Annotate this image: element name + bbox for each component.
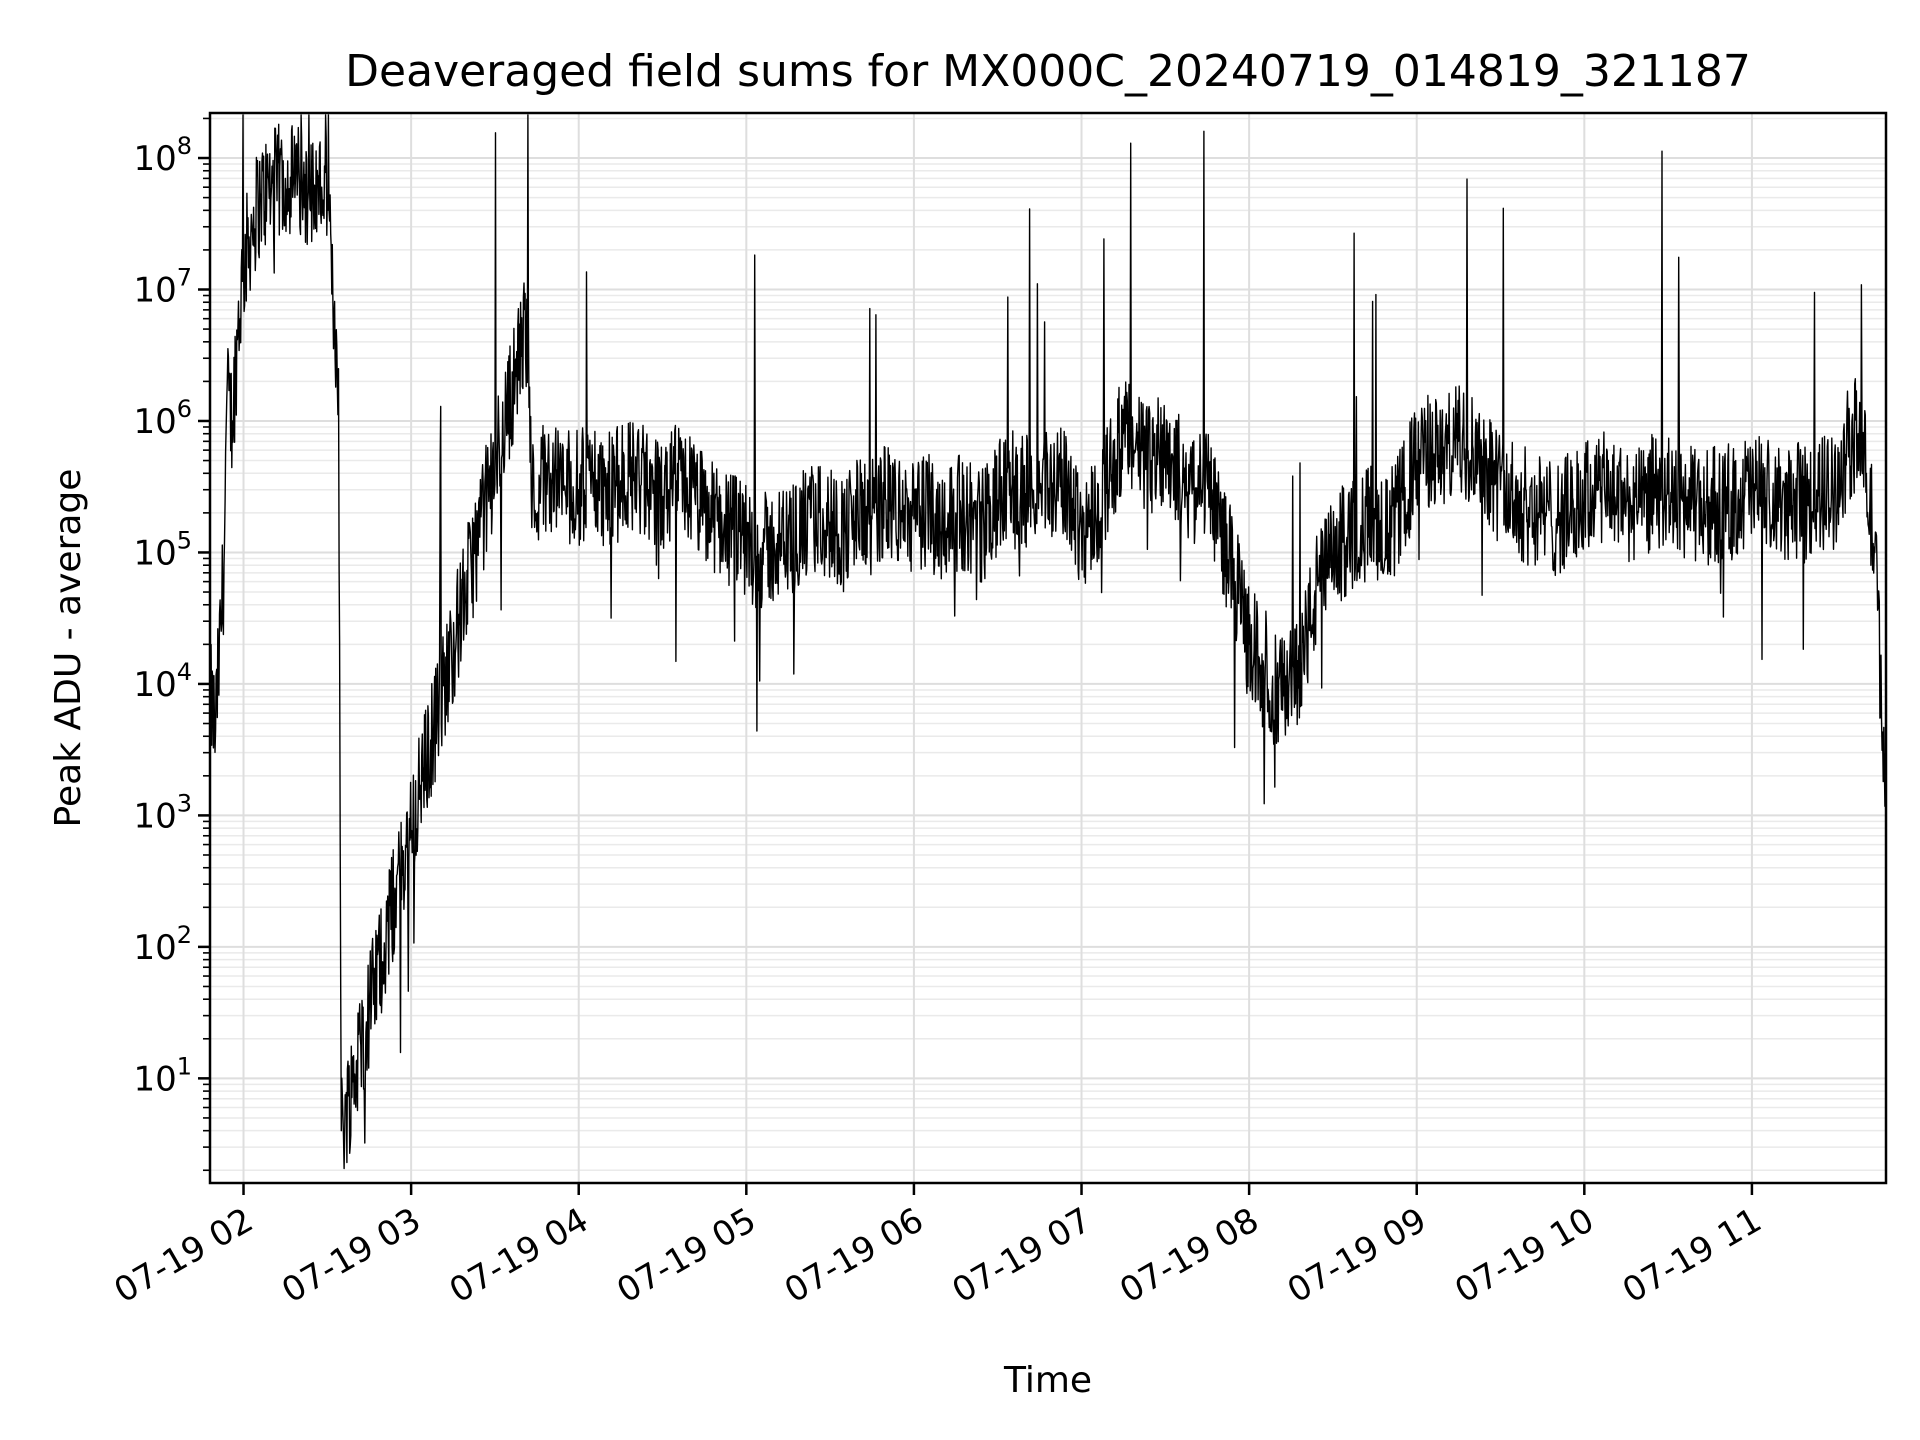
y-tick-label: 108: [133, 132, 192, 179]
y-tick-label: 107: [133, 263, 192, 310]
y-tick-label: 101: [133, 1052, 192, 1099]
y-tick-label: 105: [133, 526, 192, 573]
y-tick-exponent: 4: [177, 658, 192, 686]
x-tick-label: 07-19 10: [1448, 1200, 1600, 1311]
y-tick-exponent: 7: [177, 263, 192, 291]
chart-title: Deaveraged field sums for MX000C_2024071…: [345, 46, 1751, 97]
series-line: [209, 114, 1887, 1170]
grid: [210, 113, 1886, 1183]
y-tick-label: 104: [133, 658, 192, 705]
y-tick-exponent: 1: [177, 1052, 192, 1080]
y-tick-label: 103: [133, 789, 192, 836]
x-axis-label: Time: [1003, 1360, 1092, 1401]
y-tick-base: 10: [133, 402, 176, 442]
y-tick-base: 10: [133, 796, 176, 836]
y-tick-base: 10: [133, 665, 176, 705]
y-tick-exponent: 2: [177, 921, 192, 949]
x-tick-label: 07-19 09: [1281, 1200, 1433, 1311]
x-tick-label: 07-19 08: [1113, 1200, 1265, 1311]
y-tick-exponent: 5: [177, 526, 192, 554]
y-tick-base: 10: [133, 928, 176, 968]
x-axis: 07-19 02 07-19 03 07-19 04 07-19 05 07-19 06…: [108, 1183, 1768, 1311]
y-tick-label: 102: [133, 921, 192, 968]
x-tick-label: 07-19 04: [443, 1200, 595, 1311]
x-tick-label: 07-19 02: [108, 1200, 260, 1311]
y-tick-base: 10: [133, 533, 176, 573]
x-tick-label: 07-19 11: [1616, 1200, 1768, 1311]
x-tick-label: 07-19 06: [778, 1200, 930, 1311]
y-tick-base: 10: [133, 1059, 176, 1099]
y-axis-label: Peak ADU - average: [48, 469, 89, 828]
x-tick-label: 07-19 05: [610, 1200, 762, 1311]
y-tick-base: 10: [133, 139, 176, 179]
plot-frame: [208, 111, 1888, 1185]
y-tick-exponent: 3: [177, 789, 192, 817]
x-tick-label: 07-19 07: [946, 1200, 1098, 1311]
x-tick-label: 07-19 03: [275, 1200, 427, 1311]
y-tick-label: 106: [133, 395, 192, 442]
y-tick-exponent: 6: [177, 395, 192, 423]
y-tick-exponent: 8: [177, 132, 192, 160]
y-tick-base: 10: [133, 270, 176, 310]
